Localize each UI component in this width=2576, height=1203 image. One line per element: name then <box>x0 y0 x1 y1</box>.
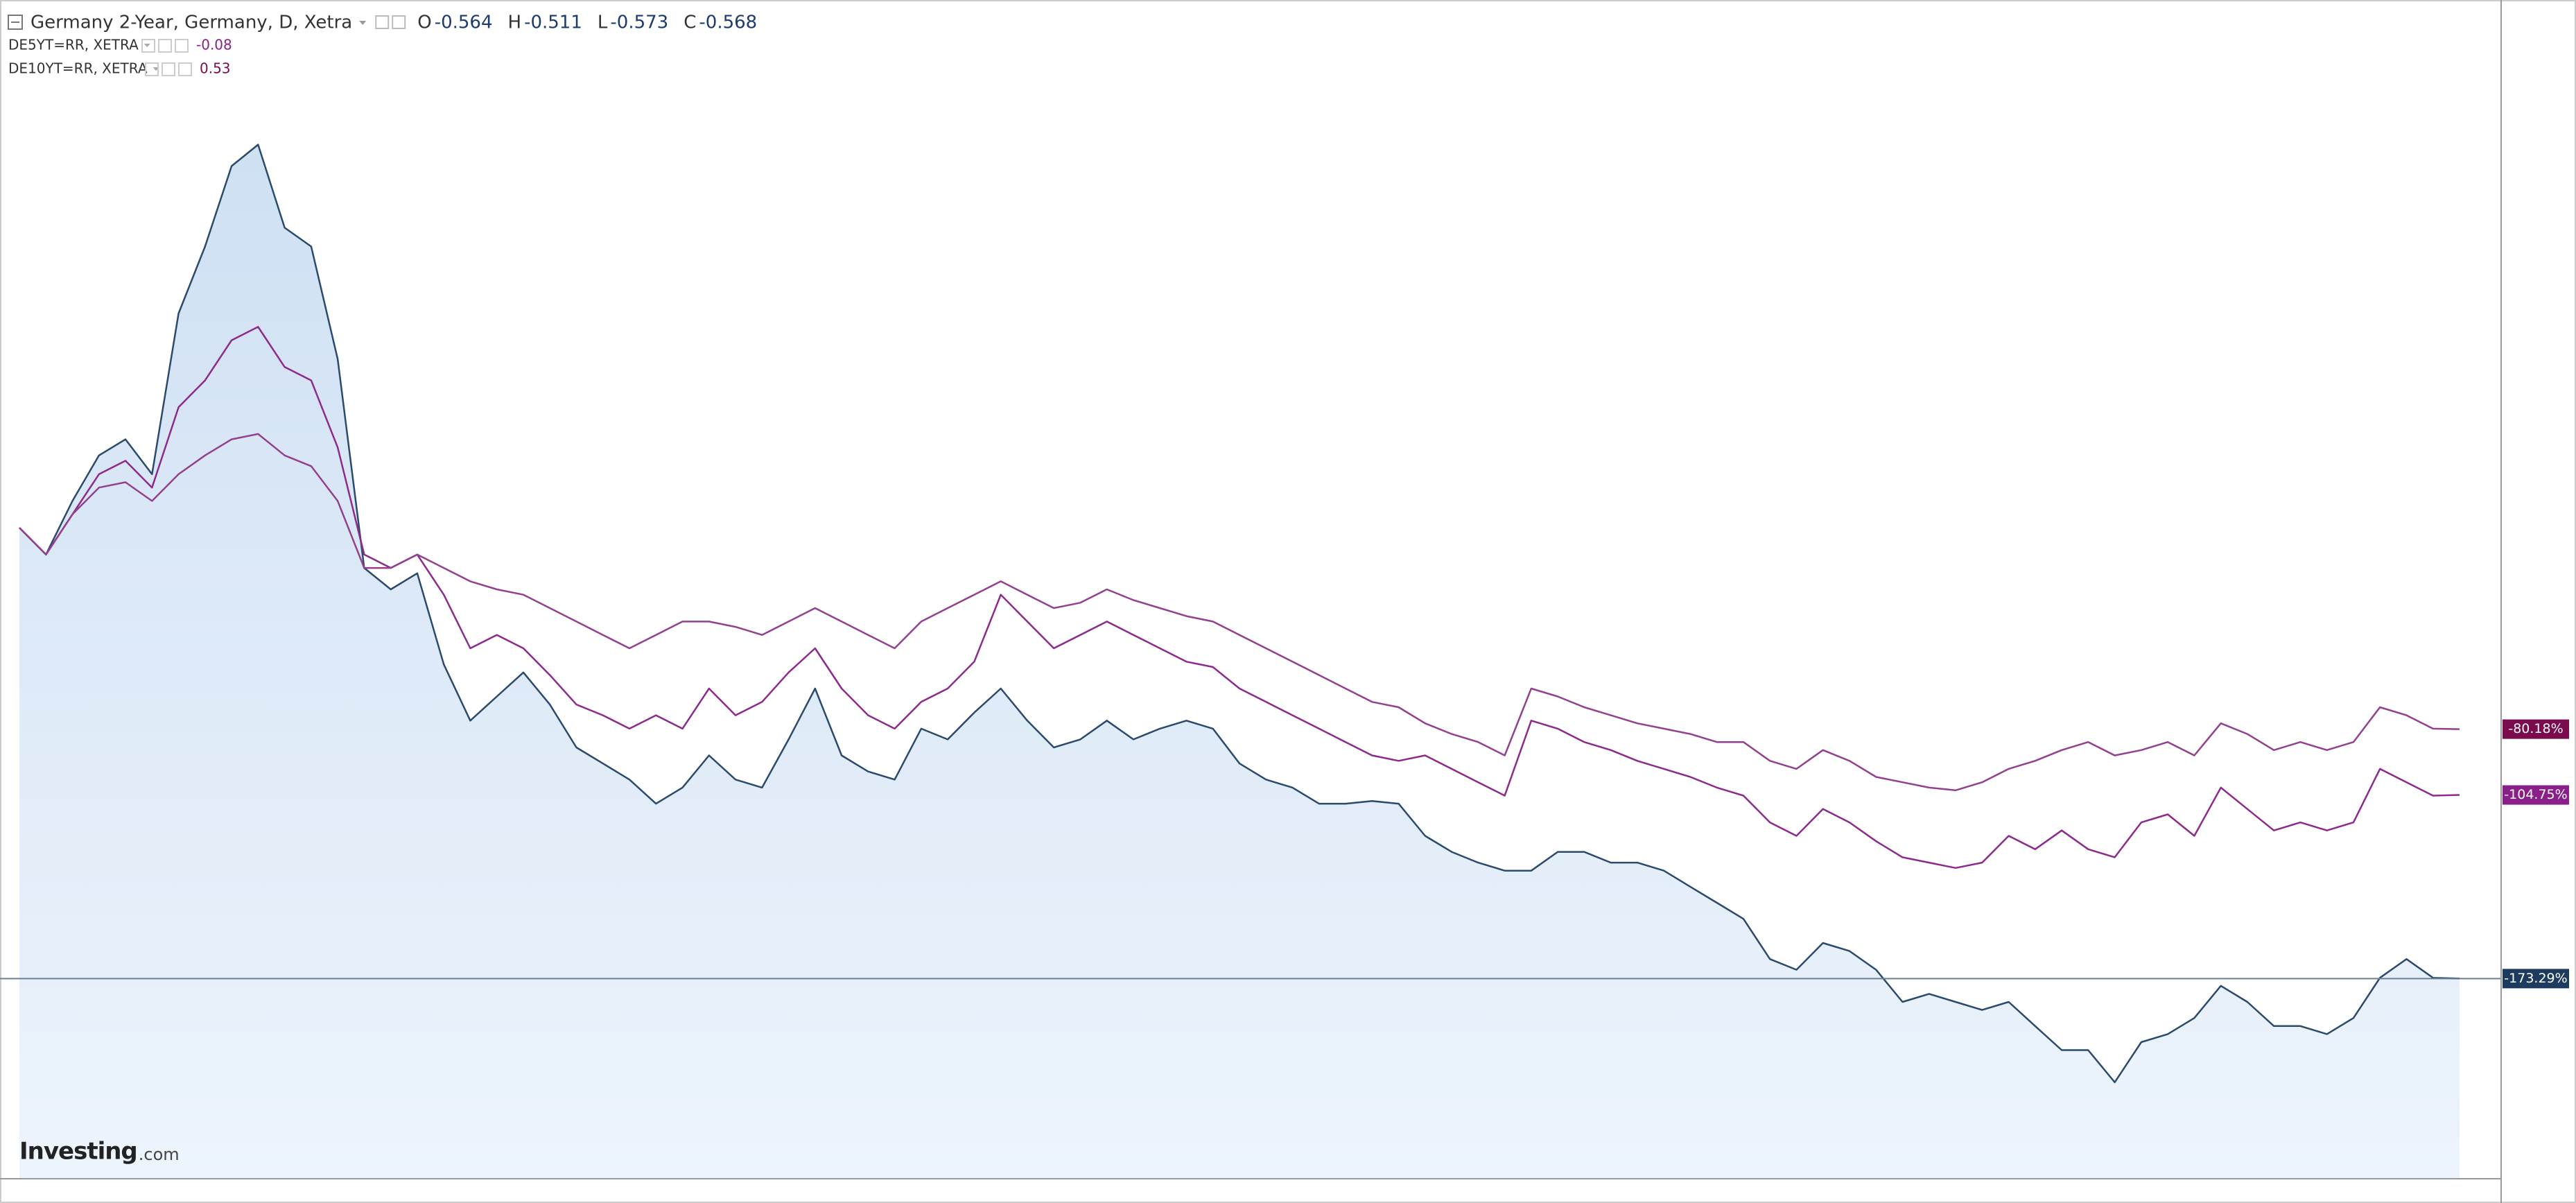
ohlc-value: -0.573 <box>610 12 668 33</box>
legend-series-value: -0.08 <box>196 37 232 53</box>
series-button[interactable] <box>162 62 175 76</box>
ohlc-value: -0.511 <box>524 12 582 33</box>
line <box>19 144 2460 1084</box>
last-value-label: -80.18% <box>2508 721 2563 736</box>
dropdown-arrow[interactable] <box>359 21 367 25</box>
line <box>19 433 2460 792</box>
series-button[interactable] <box>178 62 192 76</box>
settings-button[interactable] <box>375 15 390 29</box>
legend-series-name: DE10YT=RR, XETRA <box>8 60 148 77</box>
area <box>19 144 2460 1179</box>
dropdown-arrow[interactable] <box>143 44 150 47</box>
last-value-badge <box>2503 969 2569 989</box>
legend: Germany 2-Year, Germany, D, Xetra O -0.564… <box>8 12 757 77</box>
last-value-badge <box>2503 785 2569 805</box>
series-button[interactable] <box>145 62 159 76</box>
last-value-label: -173.29% <box>2504 971 2567 986</box>
ohlc-label: L <box>598 12 608 33</box>
ohlc-label: O <box>417 12 431 33</box>
collapse-button[interactable] <box>8 15 23 30</box>
plot <box>0 144 2501 1179</box>
logo-suffix: .com <box>139 1145 180 1164</box>
legend-series-name: DE5YT=RR, XETRA <box>8 37 139 53</box>
line <box>19 326 2460 869</box>
axes: -173.29% -104.75% -80.18% <box>2503 719 2569 989</box>
last-value-badge <box>2503 719 2569 739</box>
series-button[interactable] <box>175 39 189 53</box>
legend-title: Germany 2-Year, Germany, D, Xetra <box>31 12 352 33</box>
ohlc-value: -0.568 <box>699 12 757 33</box>
logo-text: Investing <box>19 1138 137 1166</box>
last-value-label: -104.75% <box>2504 787 2567 802</box>
series-button[interactable] <box>158 39 172 53</box>
settings-button[interactable] <box>392 15 406 29</box>
ohlc-value: -0.564 <box>435 12 493 33</box>
legend-series-value: 0.53 <box>200 60 231 77</box>
logo: Investing .com <box>19 1138 180 1166</box>
ohlc-label: C <box>684 12 696 33</box>
ohlc-label: H <box>508 12 522 33</box>
series-button[interactable] <box>141 39 155 53</box>
